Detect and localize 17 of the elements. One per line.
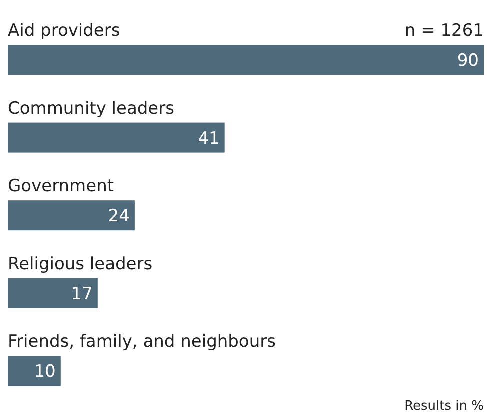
y-tick-label: Friends, family, and neighbours [8, 332, 276, 352]
y-tick-label: Government [8, 176, 114, 197]
data-label: 41 [198, 128, 220, 149]
data-label: 17 [71, 284, 93, 304]
bar [8, 356, 61, 386]
y-tick-label: Religious leaders [8, 254, 153, 274]
data-label: 90 [457, 51, 479, 71]
y-tick-label: Aid providers [8, 21, 120, 41]
bar [8, 200, 135, 231]
y-tick-label: Community leaders [8, 98, 175, 119]
bar [8, 278, 98, 308]
bar [8, 122, 225, 153]
text: Results in % [404, 399, 484, 414]
data-label: 10 [34, 362, 56, 382]
bar [8, 45, 484, 75]
data-label: 24 [108, 206, 130, 227]
annotation: n = 1261 [404, 21, 484, 41]
